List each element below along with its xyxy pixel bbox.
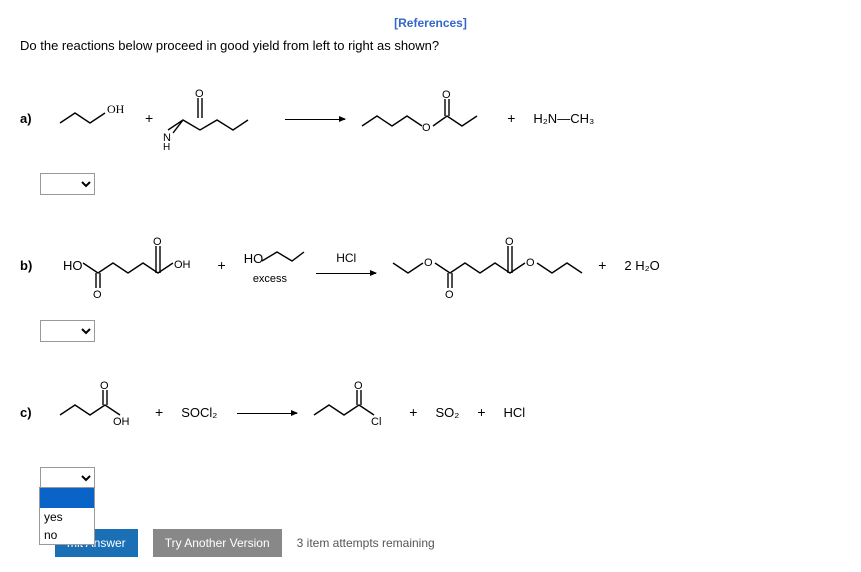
dropdown-option-yes[interactable]: yes [40,508,94,526]
svg-text:O: O [445,289,454,301]
part-b-label: b) [20,258,40,273]
structure-acylcl-c: O Cl [309,385,399,440]
structure-diester-b: O O O O [388,233,588,298]
try-another-button[interactable]: Try Another Version [153,529,282,557]
excess-label: excess [236,273,305,285]
reagent-b-alcohol: HO excess [236,246,305,285]
svg-text:O: O [195,88,204,100]
socl2: SOCl₂ [181,405,217,420]
plus-c1: + [155,404,163,420]
svg-text:O: O [153,236,162,248]
svg-text:O: O [526,257,535,269]
svg-text:O: O [442,89,451,101]
references-link[interactable]: [References] [20,15,841,30]
arrow-b: HCl [316,251,376,280]
reaction-b: b) HO O O OH + HO excess HCl O O O O + [20,225,841,305]
plus-a1: + [145,110,153,126]
part-a-label: a) [20,111,40,126]
svg-text:O: O [422,122,431,134]
structure-propanol: OH [55,98,135,138]
svg-text:O: O [93,289,102,301]
references-text[interactable]: [References] [394,16,467,30]
plus-b1: + [218,257,226,273]
part-c-label: c) [20,405,40,420]
svg-text:OH: OH [113,416,130,428]
dropdown-c[interactable] [40,467,95,489]
bottom-bar: mit Answer Try Another Version 3 item at… [20,529,841,557]
arrow-b-over: HCl [316,251,376,265]
attempts-remaining: 3 item attempts remaining [297,536,435,550]
svg-text:O: O [505,236,514,248]
structure-ester-a: O O [357,91,497,146]
h2nch3: H₂N—CH₃ [533,111,594,126]
plus-a2: + [507,110,515,126]
svg-text:O: O [424,257,433,269]
arrow-c [237,405,297,420]
so2: SO₂ [435,405,459,420]
hcl-c: HCl [504,405,526,420]
dropdown-a[interactable] [40,173,95,195]
arrow-a [285,111,345,126]
dropdown-c-options[interactable]: yes no [39,487,95,545]
svg-text:OH: OH [174,259,191,271]
dropdown-option-no[interactable]: no [40,526,94,544]
svg-text:O: O [100,380,109,392]
reaction-a: a) OH + O N H O O + H₂N—CH₃ [20,78,841,158]
dropdown-b[interactable] [40,320,95,342]
plus-b2: + [598,257,606,273]
structure-diacid-b: O O OH [78,233,208,298]
svg-text:H: H [163,142,170,153]
question-text: Do the reactions below proceed in good y… [20,38,841,53]
svg-text:Cl: Cl [371,416,381,428]
svg-text:OH: OH [107,102,125,116]
reaction-c: c) O OH + SOCl₂ O Cl + SO₂ + HCl [20,372,841,452]
svg-text:O: O [354,380,363,392]
structure-amide-a: O N H [163,88,273,148]
water-b: 2 H₂O [624,258,659,273]
dropdown-option-blank[interactable] [40,488,94,508]
plus-c3: + [477,404,485,420]
plus-c2: + [409,404,417,420]
structure-acid-c: O OH [55,385,145,440]
